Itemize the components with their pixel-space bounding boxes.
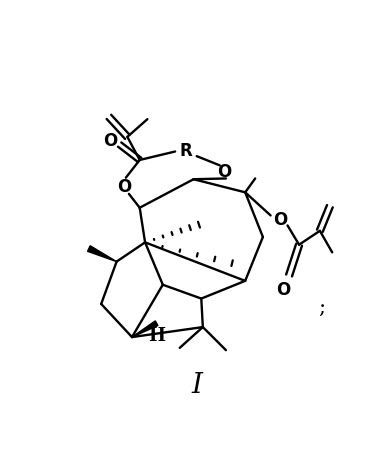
Text: O: O: [273, 211, 287, 229]
Text: O: O: [277, 280, 291, 298]
Text: R: R: [180, 142, 192, 160]
Text: I: I: [191, 371, 202, 399]
Text: ;: ;: [319, 297, 326, 316]
Polygon shape: [132, 321, 158, 337]
Text: O: O: [217, 162, 231, 180]
Polygon shape: [88, 246, 116, 262]
Text: O: O: [117, 178, 131, 196]
Text: H: H: [148, 326, 165, 344]
Text: O: O: [103, 131, 118, 150]
